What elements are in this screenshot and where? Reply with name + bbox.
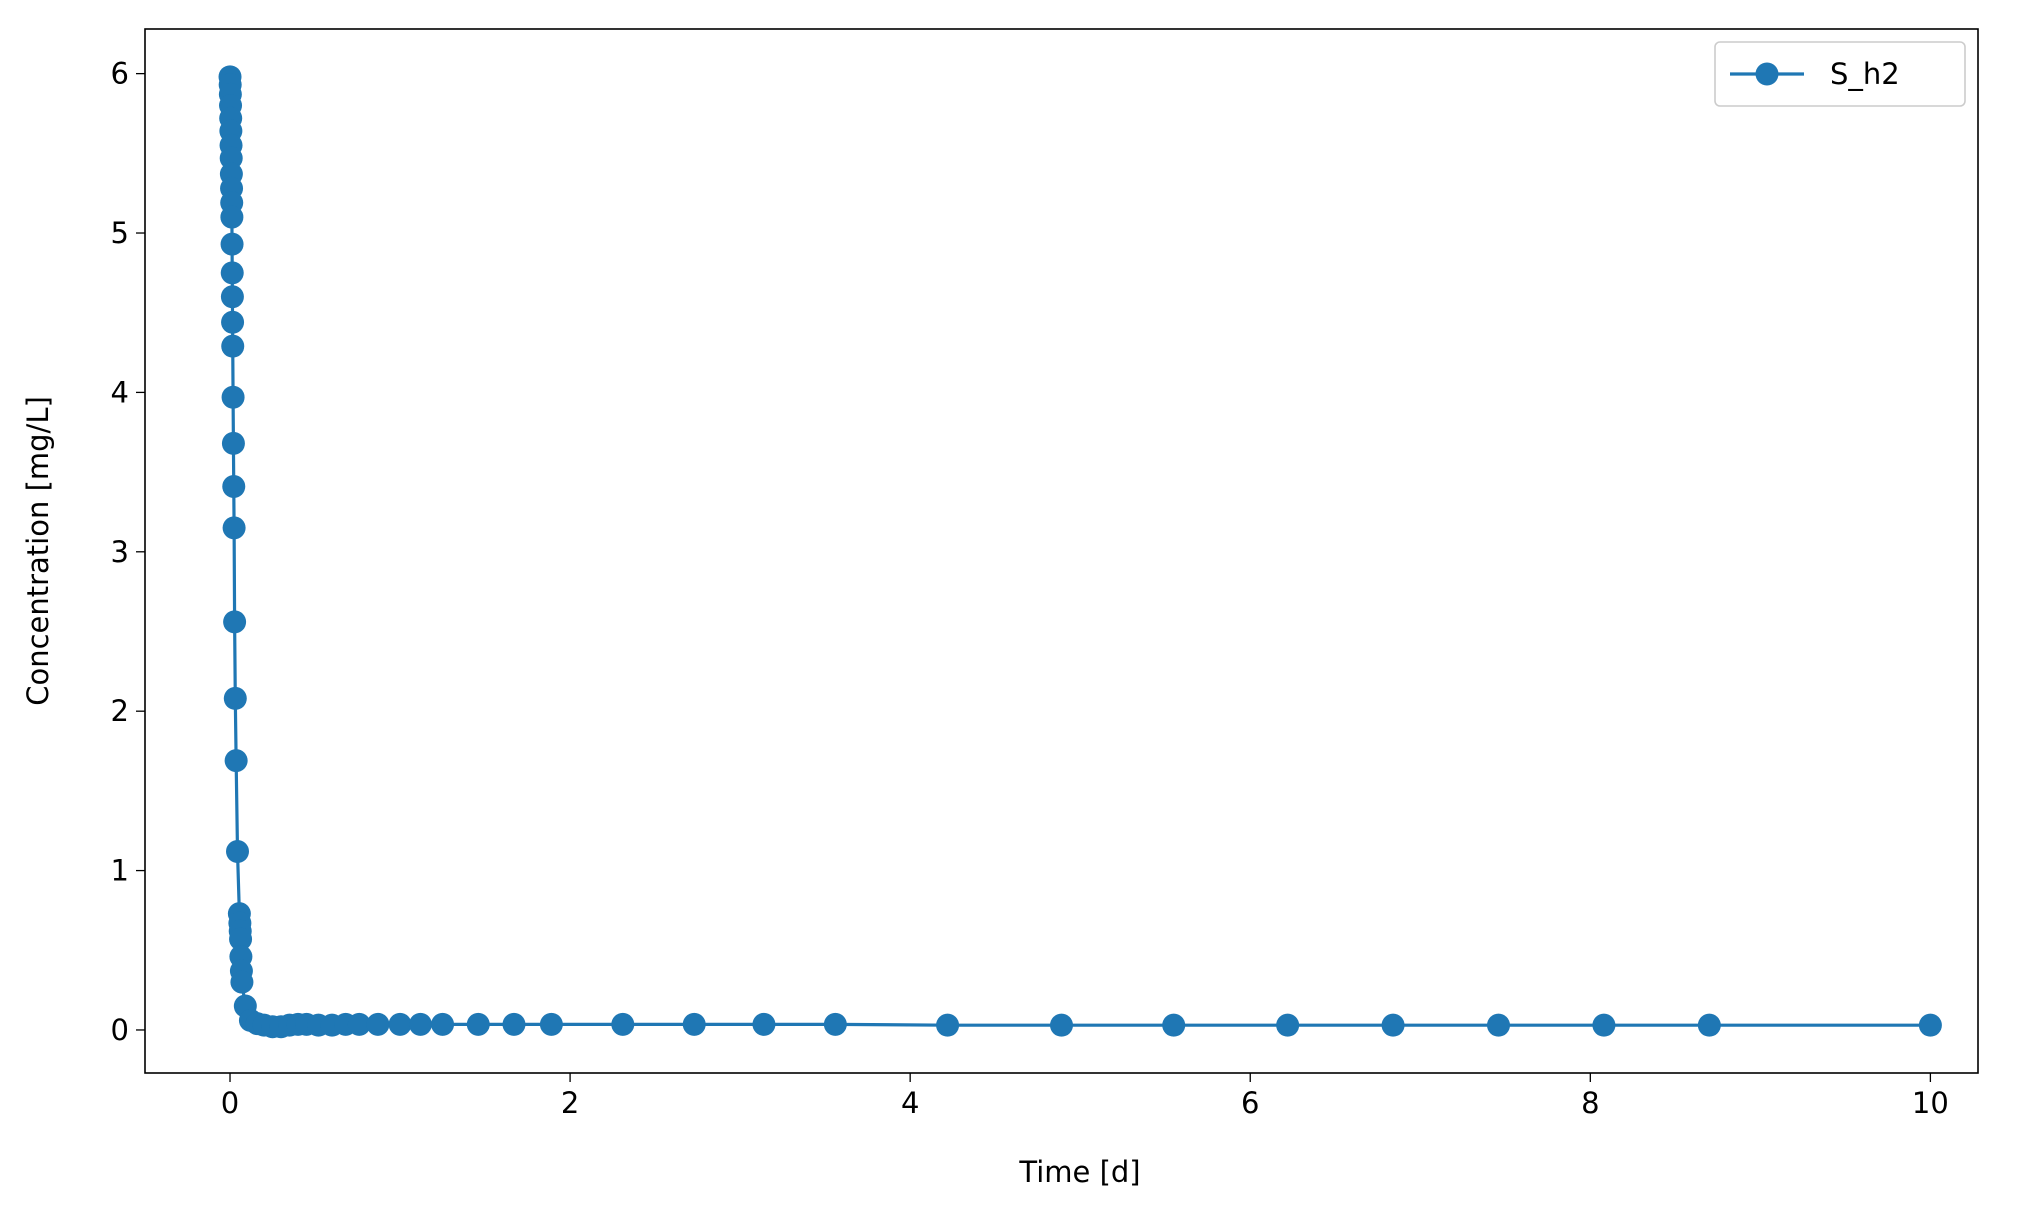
x-tick-label: 8 <box>1581 1086 1599 1120</box>
y-tick-label: 2 <box>111 694 129 728</box>
legend-marker <box>1755 62 1779 86</box>
data-point <box>502 1012 526 1036</box>
data-point <box>222 516 246 540</box>
y-tick-label: 1 <box>111 854 129 888</box>
data-point <box>219 146 243 170</box>
data-point <box>222 474 246 498</box>
data-point <box>221 431 245 455</box>
plot-frame <box>144 28 1979 1074</box>
x-tick-label: 0 <box>221 1086 239 1120</box>
data-point <box>936 1013 960 1037</box>
data-point <box>221 334 245 358</box>
data-point <box>1697 1013 1721 1037</box>
data-point <box>431 1012 455 1036</box>
data-point <box>230 970 254 994</box>
data-point <box>220 232 244 256</box>
data-point <box>1918 1013 1942 1037</box>
data-point <box>539 1012 563 1036</box>
x-tick-label: 6 <box>1241 1086 1259 1120</box>
data-point <box>223 610 247 634</box>
data-point <box>223 686 247 710</box>
y-tick-label: 3 <box>111 535 129 569</box>
data-point <box>224 749 248 773</box>
y-axis-label: Concentration [mg/L] <box>21 396 55 706</box>
data-point <box>1050 1013 1073 1037</box>
x-axis-label: Time [d] <box>1018 1155 1140 1189</box>
data-point <box>220 285 244 309</box>
y-tick-label: 6 <box>111 57 129 91</box>
data-point <box>221 385 245 409</box>
y-tick-label: 4 <box>111 375 129 409</box>
data-point <box>347 1012 371 1036</box>
data-point <box>1381 1013 1405 1037</box>
data-point <box>823 1012 847 1036</box>
data-point <box>1592 1013 1616 1037</box>
data-point <box>388 1012 412 1036</box>
data-point <box>220 261 244 285</box>
legend-box <box>1714 41 1966 107</box>
data-point <box>220 205 244 229</box>
x-tick-label: 2 <box>561 1086 579 1120</box>
y-tick-label: 0 <box>111 1013 129 1047</box>
data-point <box>682 1012 706 1036</box>
legend-label: S_h2 <box>1830 57 1900 91</box>
data-point <box>229 927 253 951</box>
data-point <box>366 1012 390 1036</box>
data-point <box>611 1012 635 1036</box>
data-point <box>466 1012 490 1036</box>
x-tick-label: 4 <box>901 1086 919 1120</box>
legend: S_h2 <box>1714 41 1966 107</box>
data-point <box>1486 1013 1510 1037</box>
series-line <box>228 76 1931 1029</box>
data-point <box>221 310 245 334</box>
x-tick-label: 10 <box>1912 1086 1949 1120</box>
data-point <box>1276 1013 1300 1037</box>
data-point <box>1162 1013 1186 1037</box>
data-point <box>752 1012 776 1036</box>
data-point <box>408 1012 432 1036</box>
data-point <box>226 839 250 863</box>
y-tick-label: 5 <box>111 216 129 250</box>
